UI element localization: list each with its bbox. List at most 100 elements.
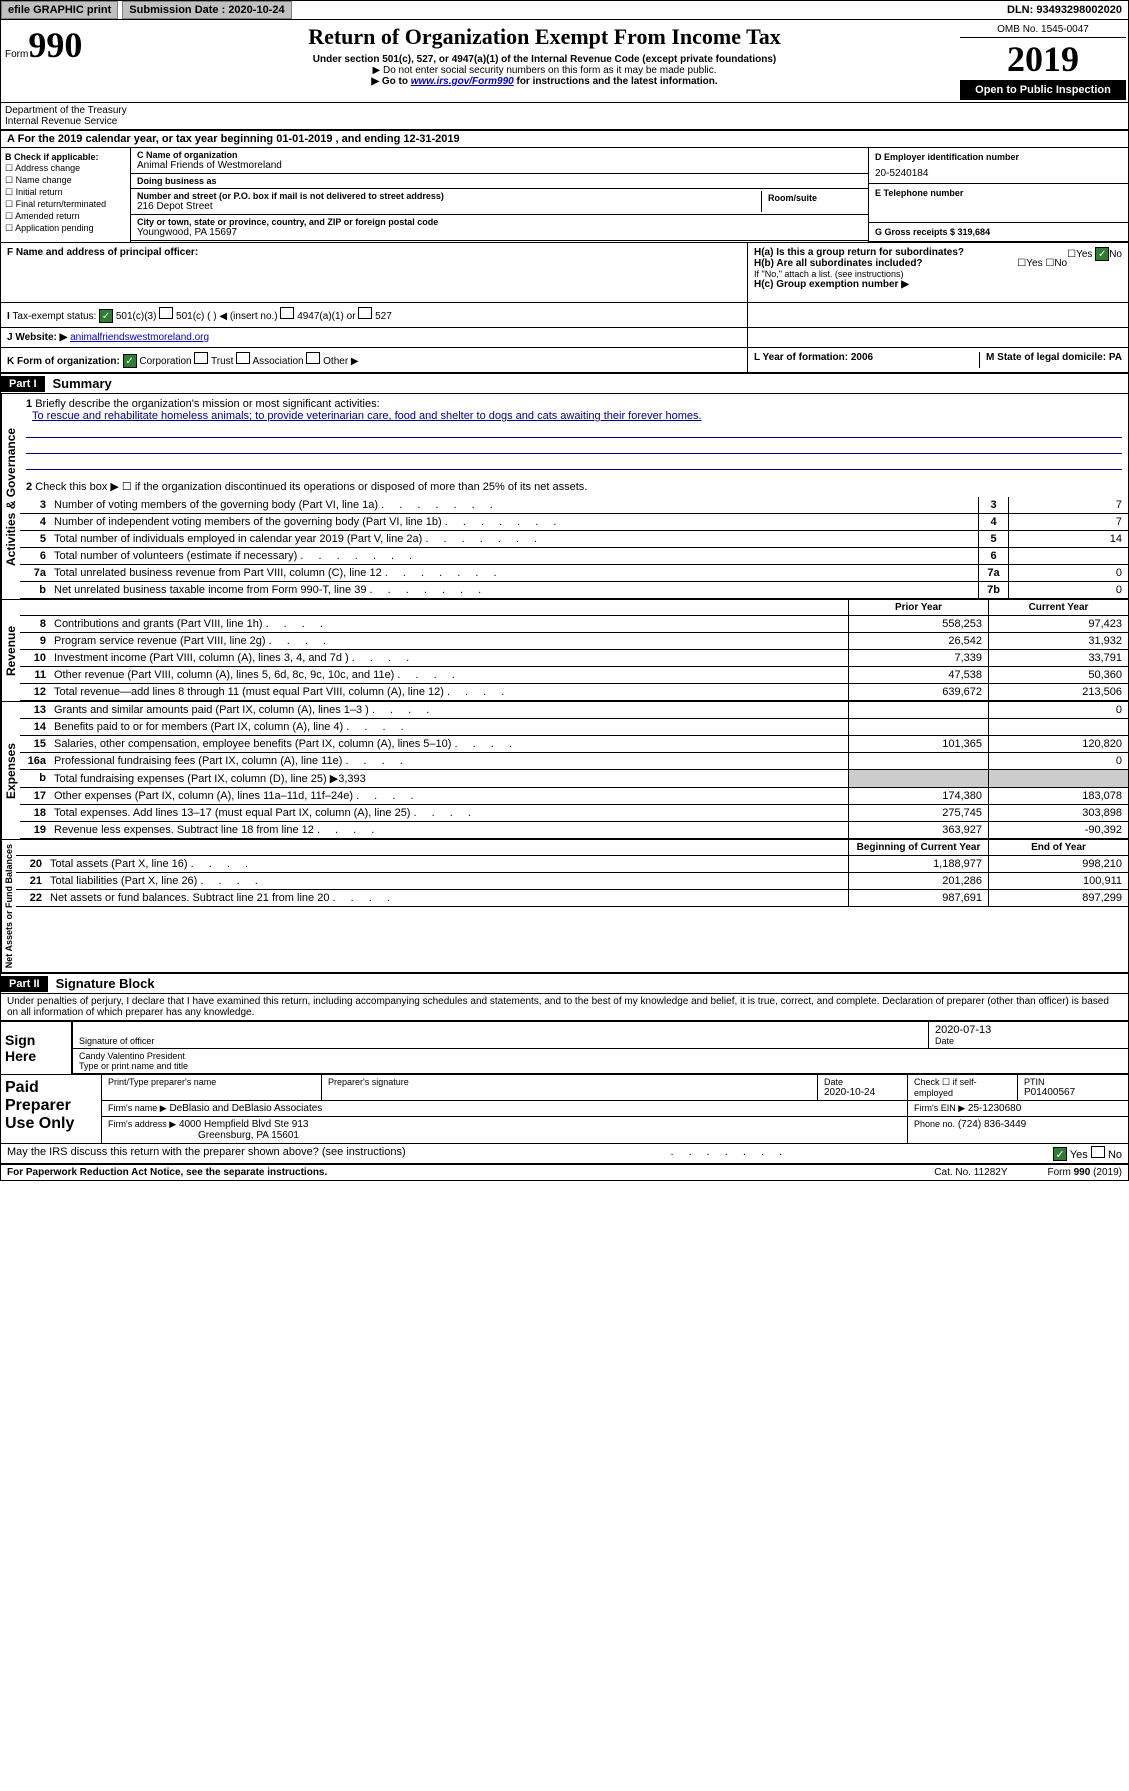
discuss-no[interactable] (1091, 1146, 1105, 1158)
open-to-public: Open to Public Inspection (960, 80, 1126, 100)
discuss-yes[interactable]: ✓ (1053, 1147, 1067, 1161)
chk-other[interactable] (306, 352, 320, 364)
hb-label: H(b) Are all subordinates included? (754, 258, 923, 269)
exp-row-19: 19Revenue less expenses. Subtract line 1… (20, 822, 1128, 839)
part2-header: Part II Signature Block (0, 973, 1129, 994)
gov-vlabel: Activities & Governance (1, 394, 20, 599)
hb-no[interactable]: No (1054, 258, 1067, 269)
firm-name: DeBlasio and DeBlasio Associates (169, 1103, 322, 1114)
irs-link[interactable]: www.irs.gov/Form990 (411, 76, 514, 87)
discuss-row: May the IRS discuss this return with the… (0, 1144, 1129, 1164)
sign-here: Sign Here (1, 1022, 71, 1074)
goto-pre: ▶ Go to (371, 76, 410, 87)
ein-label: D Employer identification number (875, 152, 1122, 162)
self-emp-check[interactable]: Check ☐ if self-employed (908, 1075, 1018, 1100)
chk-amended[interactable]: ☐ Amended return (5, 211, 126, 222)
mission-text: To rescue and rehabilitate homeless anim… (26, 410, 1122, 422)
ptin-value: P01400567 (1024, 1087, 1122, 1098)
exp-row-18: 18Total expenses. Add lines 13–17 (must … (20, 805, 1128, 822)
chk-4947[interactable] (280, 307, 294, 319)
paid-row1: Print/Type preparer's name Preparer's si… (102, 1075, 1128, 1101)
exp-row-b: bTotal fundraising expenses (Part IX, co… (20, 770, 1128, 788)
netassets-section: Net Assets or Fund Balances Beginning of… (0, 839, 1129, 973)
hb-yes[interactable]: Yes (1026, 258, 1042, 269)
ha-no: No (1109, 249, 1122, 260)
dln: DLN: 93493298002020 (1007, 4, 1128, 16)
beg-year-hdr: Beginning of Current Year (848, 840, 988, 855)
form-number-box: Form990 (1, 20, 131, 102)
tax-status-label: Tax-exempt status: (12, 311, 96, 322)
topbar: efile GRAPHIC print Submission Date : 20… (0, 0, 1129, 20)
opt-trust: Trust (211, 356, 233, 367)
opt-501c: 501(c) ( ) ◀ (insert no.) (176, 311, 278, 322)
phone-label: E Telephone number (875, 188, 1122, 198)
paid-preparer-block: Paid Preparer Use Only Print/Type prepar… (1, 1074, 1128, 1143)
chk-initial[interactable]: ☐ Initial return (5, 187, 126, 198)
website-url[interactable]: animalfriendswestmoreland.org (70, 332, 209, 343)
exp-row-17: 17Other expenses (Part IX, column (A), l… (20, 788, 1128, 805)
chk-assoc[interactable] (236, 352, 250, 364)
chk-name[interactable]: ☐ Name change (5, 175, 126, 186)
chk-trust[interactable] (194, 352, 208, 364)
firm-addr: 4000 Hempfield Blvd Ste 913 (179, 1119, 309, 1130)
opt-other: Other ▶ (323, 356, 358, 367)
room-label: Room/suite (768, 193, 856, 203)
firm-ein: 25-1230680 (968, 1103, 1021, 1114)
rev-row-8: 8Contributions and grants (Part VIII, li… (20, 616, 1128, 633)
gov-row-5: 5Total number of individuals employed in… (20, 531, 1128, 548)
chk-pending[interactable]: ☐ Application pending (5, 223, 126, 234)
rev-row-11: 11Other revenue (Part VIII, column (A), … (20, 667, 1128, 684)
prep-name-label: Print/Type preparer's name (108, 1077, 315, 1087)
hc-label: H(c) Group exemption number ▶ (754, 279, 1122, 290)
chk-527[interactable] (358, 307, 372, 319)
org-name-label: C Name of organization (137, 150, 862, 160)
phone-row: E Telephone number (869, 184, 1128, 223)
chk-final[interactable]: ☐ Final return/terminated (5, 199, 126, 210)
year-formation: L Year of formation: 2006 (754, 352, 980, 368)
form-title: Return of Organization Exempt From Incom… (135, 24, 954, 50)
form-subtitle-3: ▶ Go to www.irs.gov/Form990 for instruct… (135, 76, 954, 87)
chk-address[interactable]: ☐ Address change (5, 163, 126, 174)
page-footer: For Paperwork Reduction Act Notice, see … (0, 1164, 1129, 1181)
addr-label: Number and street (or P.O. box if mail i… (137, 191, 761, 201)
chk-501c3[interactable]: ✓ (99, 309, 113, 323)
paid-date: 2020-10-24 (824, 1087, 901, 1098)
firm-city: Greensburg, PA 15601 (198, 1130, 299, 1141)
q1-text: Briefly describe the organization's miss… (35, 398, 379, 410)
q1-row: 1 Briefly describe the organization's mi… (20, 394, 1128, 476)
state-domicile: M State of legal domicile: PA (980, 352, 1122, 368)
officer-name: Candy Valentino President (79, 1051, 1122, 1061)
gross-row: G Gross receipts $ 319,684 (869, 223, 1128, 242)
box-h: H(a) Is this a group return for subordin… (748, 243, 1128, 302)
form-title-box: Return of Organization Exempt From Incom… (131, 20, 958, 102)
dba-row: Doing business as (131, 174, 868, 189)
signature-block: Sign Here Signature of officer 2020-07-1… (0, 1021, 1129, 1144)
firm-name-label: Firm's name ▶ (108, 1103, 167, 1113)
form-subtitle-2: ▶ Do not enter social security numbers o… (135, 65, 954, 76)
opt-501c3: 501(c)(3) (116, 311, 157, 322)
dept-treasury: Department of the Treasury Internal Reve… (1, 103, 131, 129)
chk-501c[interactable] (159, 307, 173, 319)
chk-corp[interactable]: ✓ (123, 354, 137, 368)
sig-officer-line[interactable]: Signature of officer (73, 1022, 928, 1049)
gov-row-6: 6Total number of volunteers (estimate if… (20, 548, 1128, 565)
part2-badge: Part II (1, 976, 48, 992)
revenue-section: Revenue Prior Year Current Year 8Contrib… (0, 599, 1129, 701)
opt-4947: 4947(a)(1) or (297, 311, 355, 322)
curr-year-hdr: Current Year (988, 600, 1128, 615)
paid-row3: Firm's address ▶ 4000 Hempfield Blvd Ste… (102, 1117, 1128, 1143)
dba-label: Doing business as (137, 176, 862, 186)
box-b-header: B Check if applicable: (5, 152, 126, 162)
exp-row-16a: 16aProfessional fundraising fees (Part I… (20, 753, 1128, 770)
box-c: C Name of organization Animal Friends of… (131, 148, 868, 242)
exp-row-15: 15Salaries, other compensation, employee… (20, 736, 1128, 753)
rev-row-9: 9Program service revenue (Part VIII, lin… (20, 633, 1128, 650)
ha-yes[interactable]: Yes (1076, 249, 1092, 260)
ha-no-check[interactable]: ✓ (1095, 247, 1109, 261)
paid-row2: Firm's name ▶ DeBlasio and DeBlasio Asso… (102, 1101, 1128, 1117)
period-text: For the 2019 calendar year, or tax year … (18, 133, 460, 145)
gov-row-b: bNet unrelated business taxable income f… (20, 582, 1128, 599)
expenses-section: Expenses 13Grants and similar amounts pa… (0, 701, 1129, 839)
efile-btn[interactable]: efile GRAPHIC print (1, 1, 118, 19)
opt-assoc: Association (252, 356, 303, 367)
